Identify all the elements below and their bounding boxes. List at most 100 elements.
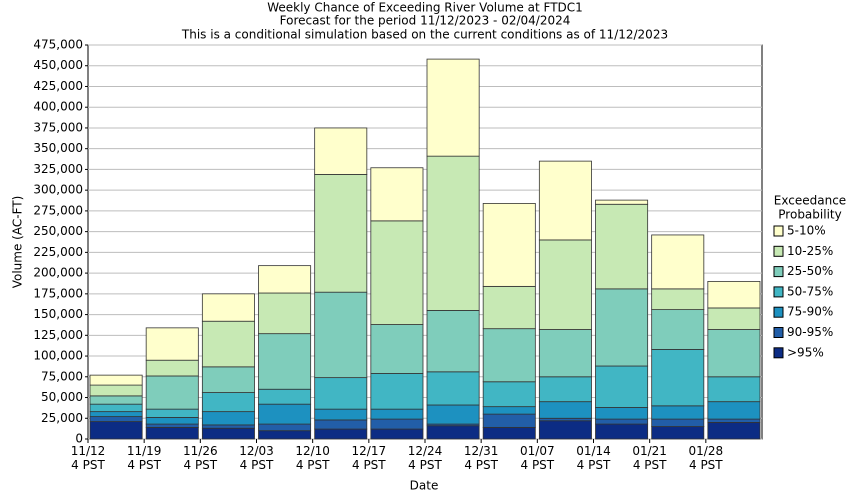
- chart-subtitle: This is a conditional simulation based o…: [181, 28, 668, 42]
- bar-segment: [370, 418, 424, 430]
- bar-segment: [258, 423, 312, 432]
- bar-segment: [538, 420, 592, 440]
- bar-segment: [707, 418, 761, 423]
- y-axis-label: Volume (AC-FT): [11, 196, 25, 289]
- bar-segment: [651, 288, 705, 311]
- y-tick-label: 0: [75, 432, 83, 446]
- bar-segment: [538, 239, 592, 330]
- bar-segment: [426, 58, 480, 157]
- bar-segment: [89, 384, 143, 397]
- x-tick-label: 11/19 4 PST: [127, 444, 162, 472]
- bar-segment: [201, 411, 255, 426]
- legend-label: >95%: [787, 345, 824, 359]
- bar-segment: [370, 408, 424, 420]
- legend-label: 25-50%: [787, 264, 833, 278]
- bar-segment: [370, 373, 424, 410]
- bar-segment: [707, 329, 761, 378]
- bar-segment: [201, 392, 255, 413]
- legend-label: 10-25%: [787, 244, 833, 258]
- bar-segment: [145, 426, 199, 440]
- bar-segment: [426, 425, 480, 440]
- x-tick-label: 12/17 4 PST: [352, 444, 387, 472]
- y-tick-label: 50,000: [41, 390, 83, 404]
- x-tick-label: 01/28 4 PST: [689, 444, 724, 472]
- legend-swatch: [773, 266, 784, 278]
- legend-swatch: [773, 327, 784, 338]
- bar-segment: [89, 411, 143, 418]
- bar-segment: [258, 292, 312, 335]
- plot-area: [87, 44, 763, 440]
- chart-subtitle: Forecast for the period 11/12/2023 - 02/…: [280, 14, 571, 28]
- x-tick-label: 11/12 4 PST: [71, 444, 106, 472]
- y-tick-label: 275,000: [33, 203, 83, 217]
- y-tick-label: 475,000: [33, 38, 83, 52]
- bar-segment: [89, 403, 143, 413]
- bar-segment: [258, 265, 312, 294]
- y-tick-label: 225,000: [33, 245, 83, 259]
- bar-segment: [482, 381, 536, 408]
- x-tick-label: 12/03 4 PST: [239, 444, 274, 472]
- bar-segment: [482, 426, 536, 440]
- y-tick-label: 250,000: [33, 224, 83, 238]
- bar-segment: [482, 406, 536, 415]
- chart-title: Weekly Chance of Exceeding River Volume …: [267, 1, 583, 15]
- y-tick-label: 175,000: [33, 286, 83, 300]
- bar-segment: [258, 403, 312, 425]
- legend-swatch: [773, 306, 784, 318]
- bar-segment: [426, 155, 480, 311]
- bar-segment: [426, 404, 480, 425]
- bar-segment: [201, 427, 255, 440]
- bar-segment: [89, 416, 143, 422]
- bar-segment: [651, 418, 705, 427]
- legend-swatch: [773, 286, 784, 298]
- legend-label: 5-10%: [787, 224, 826, 238]
- bar-segment: [426, 371, 480, 406]
- bar-segment: [314, 291, 368, 379]
- legend-swatch: [773, 245, 784, 257]
- bar-segment: [482, 285, 536, 330]
- y-tick-label: 400,000: [33, 100, 83, 114]
- legend-swatch: [773, 225, 784, 237]
- bar-segment: [538, 160, 592, 241]
- bar-segment: [595, 203, 649, 290]
- bar-segment: [201, 320, 255, 368]
- x-tick-label: 01/07 4 PST: [520, 444, 555, 472]
- legend-label: 90-95%: [787, 325, 833, 339]
- bar-segment: [538, 376, 592, 403]
- bar-segment: [145, 423, 199, 428]
- bar-segment: [595, 418, 649, 425]
- y-tick-label: 75,000: [41, 369, 83, 383]
- bar-segment: [258, 388, 312, 405]
- bar-segment: [201, 293, 255, 322]
- x-axis-label: Date: [410, 479, 439, 493]
- x-tick-label: 11/26 4 PST: [183, 444, 218, 472]
- bar-segment: [651, 426, 705, 440]
- y-tick-label: 200,000: [33, 266, 83, 280]
- y-tick-label: 425,000: [33, 79, 83, 93]
- bar-segment: [314, 428, 368, 440]
- legend-title: Exceedance: [774, 194, 846, 208]
- bar-segment: [482, 328, 536, 383]
- y-tick-label: 375,000: [33, 120, 83, 134]
- bar-segment: [595, 288, 649, 367]
- bar-segment: [89, 374, 143, 386]
- bar-segment: [707, 307, 761, 330]
- bar-segment: [426, 310, 480, 373]
- bar-segment: [370, 324, 424, 374]
- bar-segment: [707, 422, 761, 440]
- bar-segment: [145, 417, 199, 425]
- bar-segment: [595, 365, 649, 408]
- bar-segment: [201, 424, 255, 429]
- bar-segment: [595, 199, 649, 205]
- bar-segment: [370, 428, 424, 440]
- y-tick-label: 100,000: [33, 349, 83, 363]
- bar-segment: [482, 203, 536, 287]
- bar-segment: [651, 349, 705, 407]
- bar-segment: [707, 401, 761, 420]
- y-tick-label: 300,000: [33, 183, 83, 197]
- bar-segment: [145, 327, 199, 361]
- y-tick-label: 325,000: [33, 162, 83, 176]
- bar-segment: [145, 408, 199, 418]
- bar-segment: [538, 401, 592, 419]
